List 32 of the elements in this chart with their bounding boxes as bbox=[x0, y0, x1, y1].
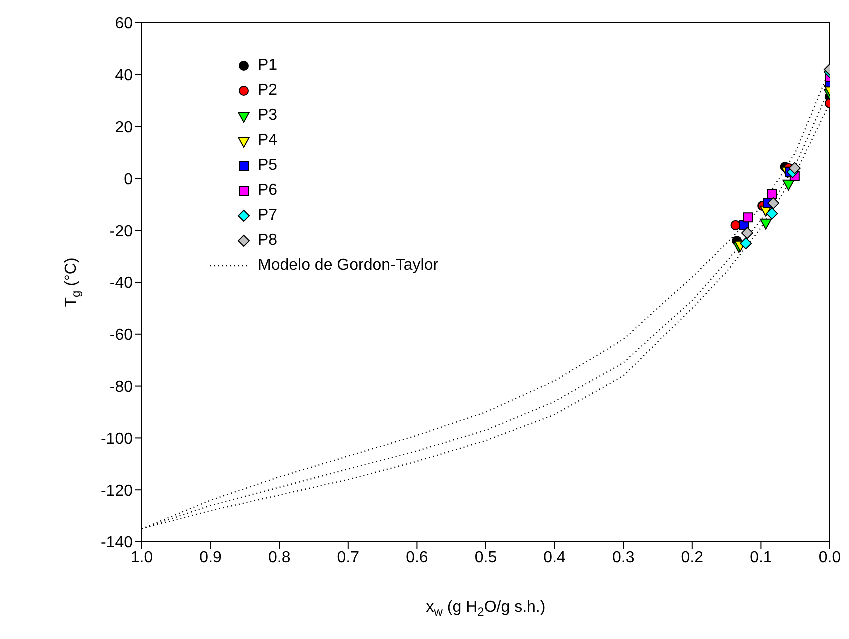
y-tick-label: 0 bbox=[124, 171, 134, 188]
x-tick-label: 0.2 bbox=[681, 549, 704, 566]
x-tick-label: 0.3 bbox=[612, 549, 635, 566]
y-tick-label: -60 bbox=[110, 327, 134, 344]
x-axis-title: x$_{w}$ (g H$_{2}$O/g s.h.) bbox=[426, 599, 546, 619]
legend-label: P3 bbox=[258, 106, 278, 124]
legend-label: Modelo de Gordon-Taylor bbox=[258, 256, 439, 274]
legend-label: P4 bbox=[258, 132, 278, 150]
x-tick-label: 0.9 bbox=[200, 549, 222, 566]
y-tick-label: 20 bbox=[115, 119, 134, 136]
x-tick-label: 1.0 bbox=[130, 549, 154, 566]
legend-label: P1 bbox=[258, 56, 278, 74]
legend-label: P8 bbox=[258, 232, 278, 250]
x-tick-label: 0.1 bbox=[750, 549, 772, 566]
legend-label: P2 bbox=[258, 82, 278, 100]
x-tick-label: 0.6 bbox=[406, 549, 428, 566]
y-tick-label: -20 bbox=[110, 223, 134, 240]
x-tick-label: 0.0 bbox=[818, 549, 842, 566]
x-tick-label: 0.7 bbox=[337, 549, 360, 566]
x-tick-label: 0.5 bbox=[474, 549, 498, 566]
x-tick-label: 0.8 bbox=[268, 549, 291, 566]
y-tick-label: -140 bbox=[100, 534, 134, 552]
legend-label: P7 bbox=[258, 206, 278, 224]
y-tick-label: -120 bbox=[100, 482, 134, 500]
y-tick-label: -80 bbox=[110, 378, 134, 396]
y-tick-label: -100 bbox=[100, 430, 134, 448]
y-tick-label: 60 bbox=[115, 16, 134, 33]
y-tick-label: 40 bbox=[115, 68, 134, 85]
y-tick-label: -40 bbox=[110, 275, 134, 292]
legend-label: P5 bbox=[258, 156, 278, 174]
legend-label: P6 bbox=[258, 182, 278, 200]
x-tick-label: 0.4 bbox=[544, 549, 566, 566]
